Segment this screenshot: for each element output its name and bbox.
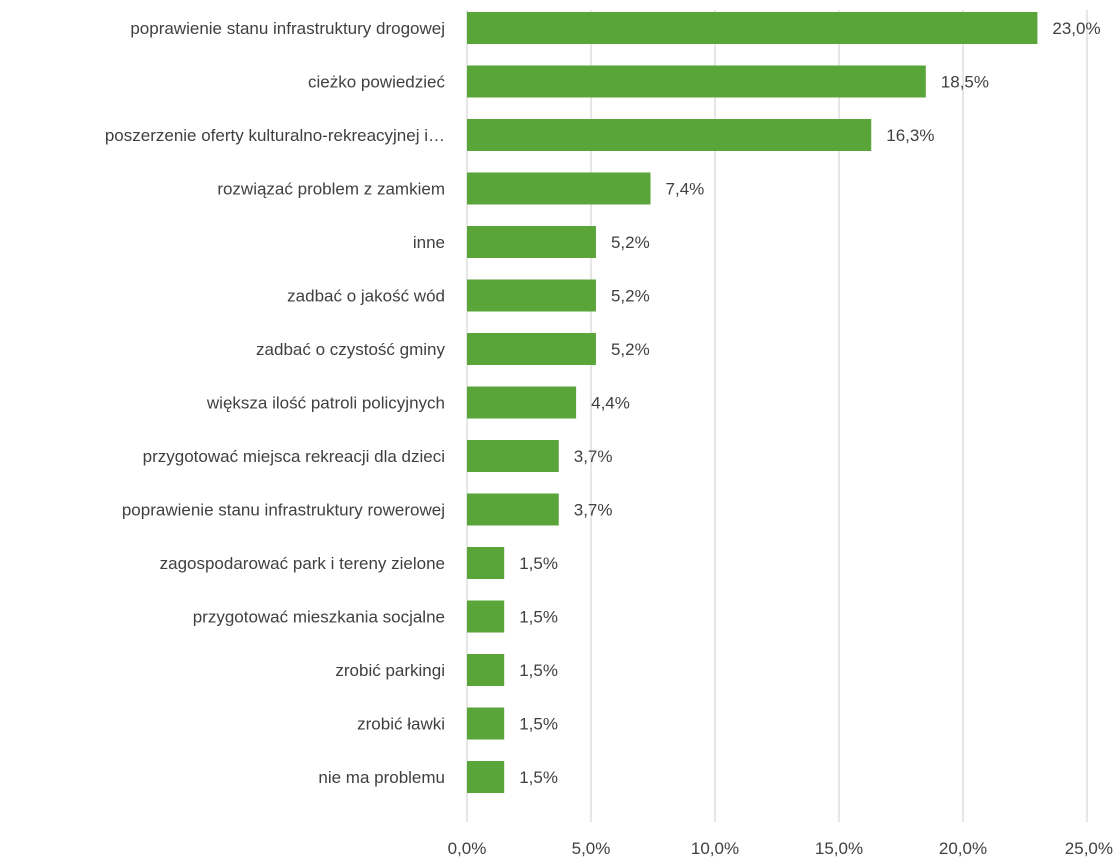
x-tick-label: 5,0% bbox=[572, 839, 611, 858]
data-label: 7,4% bbox=[666, 180, 705, 199]
category-label: zagospodarować park i tereny zielone bbox=[160, 554, 445, 573]
data-label: 1,5% bbox=[519, 608, 558, 627]
category-label: rozwiązać problem z zamkiem bbox=[217, 180, 445, 199]
data-label: 5,2% bbox=[611, 287, 650, 306]
bar bbox=[467, 226, 596, 258]
bar bbox=[467, 66, 926, 98]
x-tick-label: 20,0% bbox=[939, 839, 987, 858]
data-label: 1,5% bbox=[519, 715, 558, 734]
x-tick-label: 10,0% bbox=[691, 839, 739, 858]
category-label: zadbać o czystość gminy bbox=[256, 340, 445, 359]
x-tick-label: 0,0% bbox=[448, 839, 487, 858]
data-label: 5,2% bbox=[611, 340, 650, 359]
bar bbox=[467, 440, 559, 472]
bar bbox=[467, 601, 504, 633]
category-label: poprawienie stanu infrastruktury drogowe… bbox=[130, 19, 445, 38]
bar bbox=[467, 761, 504, 793]
data-label: 1,5% bbox=[519, 554, 558, 573]
category-label: zadbać o jakość wód bbox=[287, 287, 445, 306]
x-axis-tick-labels: 0,0% 5,0% 10,0% 15,0% 20,0% 25,0% bbox=[448, 839, 1113, 858]
data-label: 3,7% bbox=[574, 447, 613, 466]
category-label: nie ma problemu bbox=[318, 768, 445, 787]
data-label: 1,5% bbox=[519, 661, 558, 680]
bar bbox=[467, 387, 576, 419]
bar bbox=[467, 12, 1037, 44]
category-label: zrobić ławki bbox=[357, 715, 445, 734]
data-label: 5,2% bbox=[611, 233, 650, 252]
data-label: 3,7% bbox=[574, 501, 613, 520]
bar bbox=[467, 708, 504, 740]
data-label: 4,4% bbox=[591, 394, 630, 413]
category-label: przygotować mieszkania socjalne bbox=[193, 608, 445, 627]
data-label: 23,0% bbox=[1052, 19, 1100, 38]
data-label: 16,3% bbox=[886, 126, 934, 145]
x-tick-label: 25,0% bbox=[1065, 839, 1113, 858]
bar bbox=[467, 280, 596, 312]
bar bbox=[467, 494, 559, 526]
category-label: poprawienie stanu infrastruktury rowerow… bbox=[122, 501, 445, 520]
category-label: cieżko powiedzieć bbox=[308, 73, 446, 92]
category-label: zrobić parkingi bbox=[335, 661, 445, 680]
bar bbox=[467, 119, 871, 151]
data-label: 1,5% bbox=[519, 768, 558, 787]
data-label: 18,5% bbox=[941, 73, 989, 92]
bar bbox=[467, 333, 596, 365]
bar bbox=[467, 547, 504, 579]
bar bbox=[467, 173, 651, 205]
category-label: przygotować miejsca rekreacji dla dzieci bbox=[143, 447, 445, 466]
category-labels: poprawienie stanu infrastruktury drogowe… bbox=[105, 19, 446, 787]
bar bbox=[467, 654, 504, 686]
category-label: większa ilość patroli policyjnych bbox=[206, 394, 445, 413]
category-label: inne bbox=[413, 233, 445, 252]
x-tick-label: 15,0% bbox=[815, 839, 863, 858]
category-label: poszerzenie oferty kulturalno-rekreacyjn… bbox=[105, 126, 445, 145]
